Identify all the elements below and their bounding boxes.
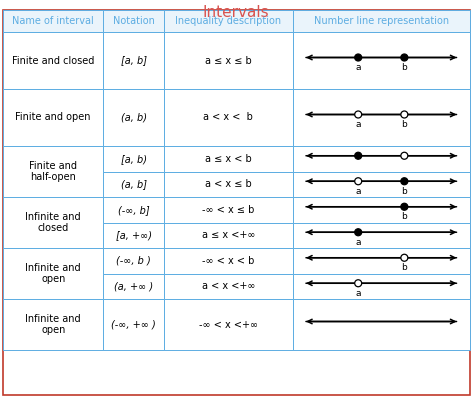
Text: -∞ < x <+∞: -∞ < x <+∞ (199, 320, 258, 330)
Text: Inequality description: Inequality description (175, 16, 281, 26)
Bar (292, 32, 470, 89)
Text: -∞ < x ≤ b: -∞ < x ≤ b (202, 205, 254, 215)
Bar (292, 274, 470, 299)
Text: (-∞, +∞ ): (-∞, +∞ ) (111, 320, 156, 330)
Bar (104, 89, 164, 146)
Bar (104, 32, 164, 89)
Bar (164, 222, 292, 248)
Bar (104, 172, 164, 197)
Text: b: b (402, 187, 407, 196)
Circle shape (401, 111, 408, 118)
Bar (164, 248, 292, 274)
Bar (104, 274, 164, 299)
Bar (104, 146, 164, 172)
Text: (a, +∞ ): (a, +∞ ) (114, 281, 153, 291)
Bar (3, 197, 104, 248)
Text: Finite and open: Finite and open (16, 112, 91, 122)
Circle shape (355, 229, 362, 236)
Circle shape (355, 54, 362, 61)
Text: b: b (402, 212, 407, 221)
Bar (292, 299, 470, 350)
Bar (164, 197, 292, 222)
Text: b: b (402, 120, 407, 129)
Bar (104, 222, 164, 248)
Text: a < x <+∞: a < x <+∞ (201, 281, 255, 291)
Bar (164, 274, 292, 299)
Text: [a, b): [a, b) (121, 154, 147, 164)
Circle shape (401, 54, 408, 61)
Bar (3, 32, 104, 89)
Circle shape (355, 152, 362, 159)
Bar (164, 146, 292, 172)
Bar (3, 299, 104, 350)
Bar (292, 89, 470, 146)
Bar (3, 89, 104, 146)
Text: (a, b): (a, b) (121, 112, 147, 122)
Text: Finite and
half-open: Finite and half-open (29, 161, 77, 182)
Bar (292, 222, 470, 248)
Text: [a, b]: [a, b] (121, 56, 147, 66)
Bar (104, 10, 164, 32)
Text: [a, +∞): [a, +∞) (116, 230, 152, 240)
Text: a ≤ x ≤ b: a ≤ x ≤ b (205, 56, 252, 66)
Text: a ≤ x <+∞: a ≤ x <+∞ (201, 230, 255, 240)
Text: a ≤ x < b: a ≤ x < b (205, 154, 252, 164)
Bar (164, 32, 292, 89)
Bar (164, 89, 292, 146)
Bar (292, 172, 470, 197)
Text: Infinite and
closed: Infinite and closed (26, 212, 81, 233)
Text: Finite and closed: Finite and closed (12, 56, 95, 66)
Bar (3, 146, 104, 197)
Bar (292, 146, 470, 172)
Bar (3, 10, 104, 32)
Bar (3, 248, 104, 299)
Bar (164, 10, 292, 32)
Text: Name of interval: Name of interval (12, 16, 94, 26)
Text: a: a (355, 63, 361, 72)
Text: a: a (355, 289, 361, 298)
Text: -∞ < x < b: -∞ < x < b (202, 256, 254, 266)
Text: (-∞, b]: (-∞, b] (118, 205, 149, 215)
Circle shape (355, 178, 362, 185)
Circle shape (401, 178, 408, 185)
Text: Notation: Notation (113, 16, 155, 26)
Text: (a, b]: (a, b] (121, 179, 147, 189)
Text: b: b (402, 63, 407, 72)
Text: Infinite and
open: Infinite and open (26, 314, 81, 335)
Bar (164, 172, 292, 197)
Bar (292, 248, 470, 274)
Text: a < x <  b: a < x < b (203, 112, 253, 122)
Text: Number line representation: Number line representation (314, 16, 449, 26)
Text: Intervals: Intervals (203, 5, 269, 20)
Text: a: a (355, 120, 361, 129)
Text: (-∞, b ): (-∞, b ) (116, 256, 151, 266)
Bar (292, 10, 470, 32)
Text: Infinite and
open: Infinite and open (26, 263, 81, 284)
Bar (104, 248, 164, 274)
Bar (104, 197, 164, 222)
Text: a: a (355, 187, 361, 196)
Text: a < x ≤ b: a < x ≤ b (205, 179, 252, 189)
Circle shape (401, 152, 408, 159)
Circle shape (401, 203, 408, 210)
Bar (292, 197, 470, 222)
Circle shape (355, 280, 362, 287)
Text: b: b (402, 263, 407, 272)
Circle shape (401, 254, 408, 261)
Text: a: a (355, 238, 361, 247)
Bar (104, 299, 164, 350)
Bar (164, 299, 292, 350)
Circle shape (355, 111, 362, 118)
